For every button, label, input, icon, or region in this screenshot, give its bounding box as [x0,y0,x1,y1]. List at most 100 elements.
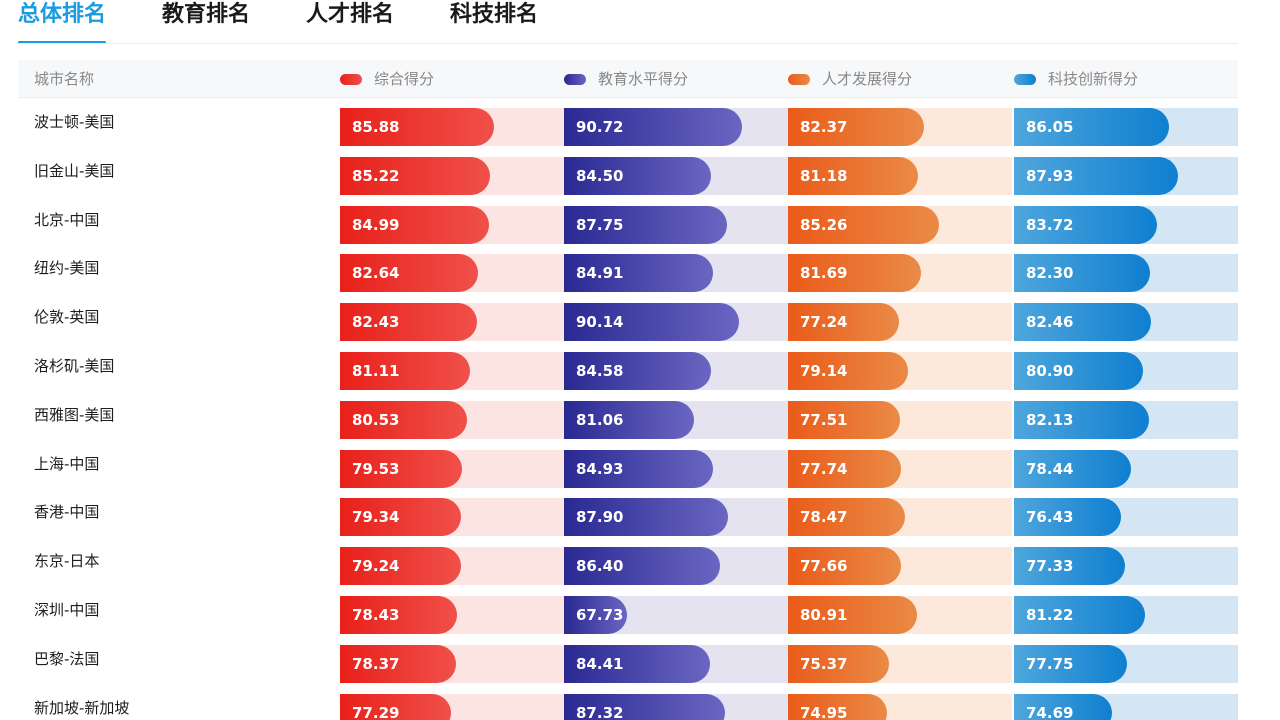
technology-legend-icon [1014,74,1036,85]
education-score-bar [564,303,739,342]
education-score-cell: 81.06 [564,400,788,439]
technology-score-cell: 74.69 [1014,693,1238,720]
education-score-cell: 90.72 [564,108,788,146]
education-score-bar [564,449,713,488]
tab-1[interactable]: 教育排名 [162,2,251,27]
education-score-cell: 87.75 [564,205,788,244]
tab-3[interactable]: 科技排名 [450,2,539,27]
technology-score-cell: 82.30 [1014,254,1238,293]
table-row: 洛杉矶-美国 81.11 84.58 79.14 80.90 [18,342,1238,391]
education-score-value: 87.90 [576,508,624,527]
composite-score-bar [340,351,470,390]
column-header-city: 城市名称 [34,70,95,88]
composite-score-bar [340,205,490,244]
talent-score-cell: 77.74 [788,449,1012,488]
composite-score-bar [340,108,494,146]
education-score-value: 87.32 [576,703,624,720]
composite-score-bar [340,644,457,683]
talent-score-bar [788,205,939,244]
education-score-value: 84.58 [576,361,624,380]
technology-score-bar [1014,693,1112,720]
table-row: 伦敦-英国 82.43 90.14 77.24 82.46 [18,293,1238,342]
composite-score-bar [340,547,461,586]
technology-score-bar [1014,205,1157,244]
technology-score-value: 82.46 [1026,313,1074,332]
technology-score-bar [1014,644,1128,683]
education-score-bar [564,254,713,293]
composite-score-bar [340,400,468,439]
education-score-value: 81.06 [576,410,624,429]
composite-score-value: 78.43 [352,605,400,624]
composite-score-value: 82.64 [352,264,400,283]
talent-score-bar [788,400,900,439]
talent-score-value: 74.95 [800,703,848,720]
education-score-bar [564,156,711,195]
table-row: 上海-中国 79.53 84.93 77.74 78.44 [18,440,1238,489]
tab-0[interactable]: 总体排名 [18,0,107,46]
city-name: 纽约-美国 [34,259,100,278]
table-row: 香港-中国 79.34 87.90 78.47 76.43 [18,488,1238,537]
composite-score-value: 78.37 [352,654,400,673]
technology-score-bar [1014,254,1150,293]
composite-legend-icon [340,74,362,85]
technology-score-value: 86.05 [1026,118,1074,136]
composite-score-cell: 79.24 [340,547,564,586]
talent-score-bar [788,254,921,293]
talent-score-value: 79.14 [800,361,848,380]
talent-score-value: 77.66 [800,557,848,576]
ranking-table: 城市名称 综合得分 教育水平得分 人才发展得分 科技创新得分 波士顿-美国 85.… [18,60,1238,720]
education-score-cell: 87.32 [564,693,788,720]
technology-score-cell: 78.44 [1014,449,1238,488]
technology-score-value: 78.44 [1026,459,1074,478]
talent-score-cell: 81.18 [788,156,1012,195]
city-name: 西雅图-美国 [34,405,115,424]
technology-score-bar [1014,351,1143,390]
talent-score-cell: 81.69 [788,254,1012,293]
composite-score-value: 84.99 [352,215,400,234]
composite-score-value: 79.53 [352,459,400,478]
composite-score-value: 82.43 [352,313,400,332]
technology-score-bar [1014,400,1149,439]
technology-score-cell: 86.05 [1014,108,1238,146]
table-row: 巴黎-法国 78.37 84.41 75.37 77.75 [18,635,1238,684]
table-row: 西雅图-美国 80.53 81.06 77.51 82.13 [18,391,1238,440]
technology-score-value: 77.75 [1026,654,1074,673]
education-score-value: 86.40 [576,557,624,576]
talent-score-cell: 74.95 [788,693,1012,720]
education-score-bar [564,351,712,390]
composite-score-cell: 85.22 [340,156,564,195]
table-row: 纽约-美国 82.64 84.91 81.69 82.30 [18,244,1238,293]
education-score-value: 84.91 [576,264,624,283]
city-name: 香港-中国 [34,503,100,522]
technology-score-cell: 82.46 [1014,303,1238,342]
talent-score-bar [788,498,905,537]
composite-score-bar [340,303,477,342]
education-score-cell: 84.58 [564,351,788,390]
composite-score-cell: 84.99 [340,205,564,244]
composite-score-bar [340,449,463,488]
technology-score-bar [1014,449,1131,488]
talent-score-bar [788,351,909,390]
composite-score-bar [340,254,478,293]
talent-score-cell: 77.24 [788,303,1012,342]
talent-legend-icon [788,74,810,85]
composite-score-value: 81.11 [352,361,400,380]
technology-score-cell: 81.22 [1014,595,1238,634]
city-name: 巴黎-法国 [34,649,100,668]
composite-score-cell: 85.88 [340,108,564,146]
technology-score-bar [1014,595,1145,634]
table-body: 波士顿-美国 85.88 90.72 82.37 86.05 旧金山-美国 85.22 84.… [18,98,1238,720]
education-score-value: 90.14 [576,313,624,332]
city-name: 洛杉矶-美国 [34,356,115,375]
city-name: 北京-中国 [34,210,100,229]
city-name: 伦敦-英国 [34,308,100,327]
talent-score-cell: 75.37 [788,644,1012,683]
column-header-education-label: 教育水平得分 [598,70,689,88]
talent-score-cell: 82.37 [788,108,1012,146]
tab-2[interactable]: 人才排名 [306,2,395,27]
table-row: 波士顿-美国 85.88 90.72 82.37 86.05 [18,98,1238,147]
education-score-bar [564,108,742,146]
talent-score-value: 77.51 [800,410,848,429]
talent-score-value: 85.26 [800,215,848,234]
composite-score-cell: 82.43 [340,303,564,342]
